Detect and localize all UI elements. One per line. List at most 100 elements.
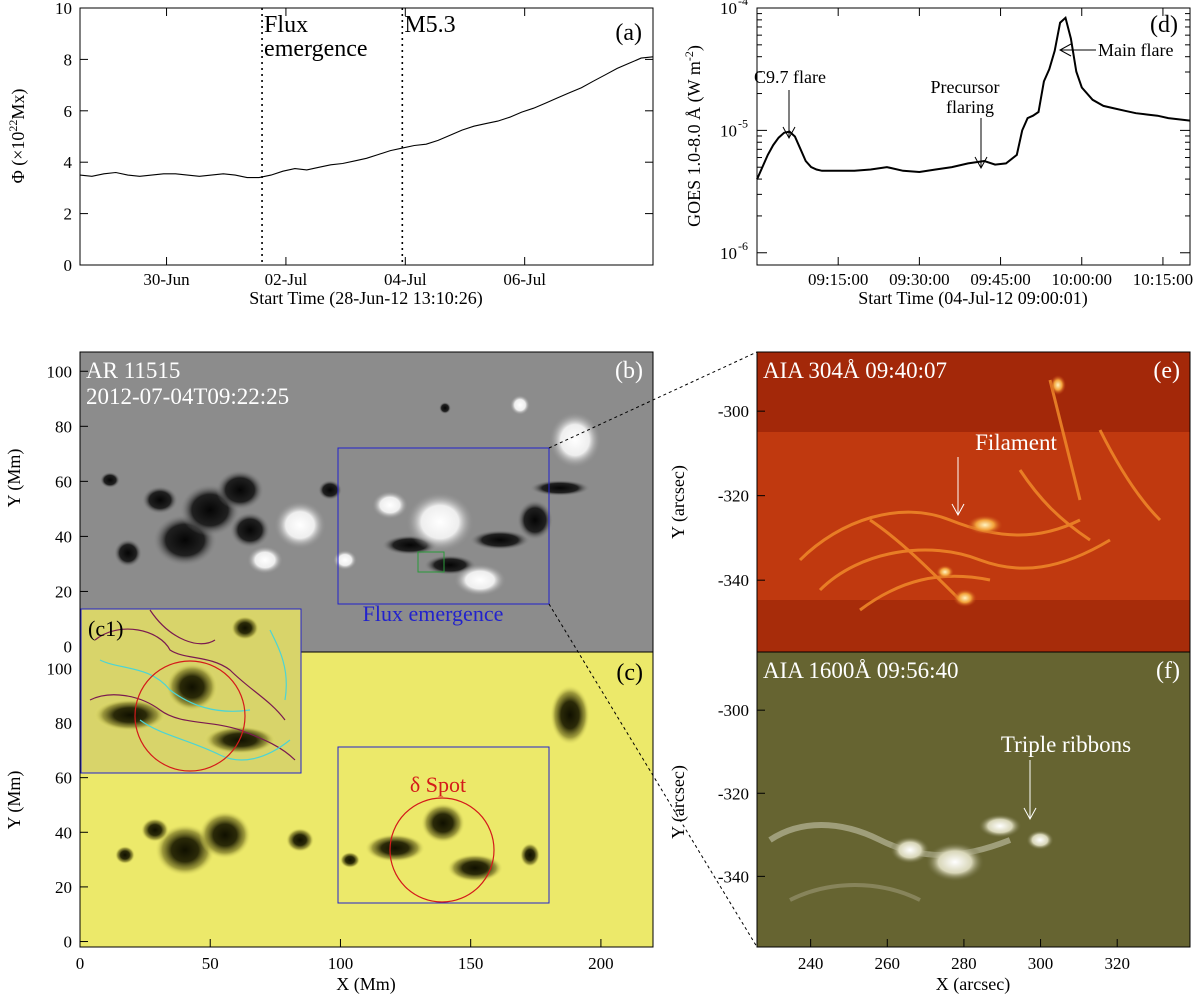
aia1600-background <box>757 652 1190 947</box>
panel-e-aia304: AIA 304Å 09:40:07 (e) Filament -300 -320 -… <box>668 351 1191 653</box>
delta-spot-label: δ Spot <box>410 772 466 797</box>
panel-d-frame <box>756 7 1191 266</box>
panel-f-ylabel: Y (arcsec) <box>668 765 689 839</box>
arrow-c97-flare <box>782 90 796 140</box>
annotation-precursor-line1: Precursor <box>931 77 1000 97</box>
flux-series-line <box>79 56 654 179</box>
panel-d-xlabel: Start Time (04-Jul-12 09:00:01) <box>858 288 1088 309</box>
panel-f-label: (f) <box>1156 658 1180 684</box>
panel-d-ylabel-end: ) <box>684 45 705 51</box>
small-green-box <box>417 551 445 573</box>
panel-a-xtick-label: 02-Jul <box>265 270 308 289</box>
panel-e-ytick-label: -320 <box>718 487 749 506</box>
panel-a-label: (a) <box>615 20 642 46</box>
panel-d-xtick-label: 09:30:00 <box>889 270 949 289</box>
panel-a-ytick-label: 8 <box>64 50 73 69</box>
goes-series-line <box>756 15 1191 180</box>
arrow-main-flare <box>1058 43 1096 57</box>
panel-b-ytick-label: 40 <box>55 527 72 546</box>
panel-c-ytick-label: 40 <box>55 823 72 842</box>
panel-c-ylabel: Y (Mm) <box>4 771 25 830</box>
panel-b-magnetogram: Flux emergence AR 11515 2012-07-04T09:22… <box>4 351 654 656</box>
annotation-c97-flare: C9.7 flare <box>754 67 826 87</box>
panel-f-frame <box>756 651 1191 948</box>
delta-spot-circle <box>389 797 495 903</box>
annotation-main-flare: Main flare <box>1098 40 1173 60</box>
panel-d-xtick-label: 10:15:00 <box>1133 270 1193 289</box>
panel-f-title: AIA 1600Å 09:56:40 <box>763 658 959 683</box>
panel-d-ylabel: GOES 1.0-8.0 Å (W m-2) <box>682 45 705 227</box>
panel-b-ytick-label: 80 <box>55 417 72 436</box>
panel-a-ytick-label: 10 <box>55 0 72 18</box>
flux-emergence-box <box>337 447 550 605</box>
panel-b-title-time: 2012-07-04T09:22:25 <box>86 384 289 409</box>
inset-c1-circle <box>134 660 246 772</box>
annotation-precursor-line2: flaring <box>946 97 994 117</box>
panel-a-ytick-label: 0 <box>64 256 73 275</box>
panel-c-label: (c) <box>616 660 643 686</box>
panel-d-ytick-label: 10 <box>720 0 737 18</box>
panel-b-label: (b) <box>615 358 643 384</box>
panel-f-xtick-label: 260 <box>875 954 901 973</box>
event-marker-label: Flux <box>264 12 308 38</box>
panel-f-xtick-label: 280 <box>951 954 977 973</box>
panel-c-ytick-label: 60 <box>55 769 72 788</box>
panel-e-title: AIA 304Å 09:40:07 <box>763 358 947 383</box>
panel-c-xtick-label: 50 <box>202 954 219 973</box>
connector-line-top <box>548 351 758 449</box>
panel-d-xtick-label: 10:00:00 <box>1052 270 1112 289</box>
panel-b-ylabel: Y (Mm) <box>4 449 25 508</box>
aia1600-ribbons <box>768 814 1054 902</box>
panel-c-frame <box>79 651 654 948</box>
inset-c1-label: (c1) <box>88 616 123 641</box>
panel-c-ytick-label: 20 <box>55 878 72 897</box>
panel-c-xtick-label: 0 <box>76 954 85 973</box>
positive-polarity-regions <box>247 395 601 596</box>
sunspot-regions <box>115 685 590 882</box>
panel-a-xtick-label: 06-Jul <box>503 270 546 289</box>
filament-arrow <box>951 457 965 517</box>
panel-f-ytick-label: -340 <box>718 867 749 886</box>
triple-ribbons-arrow <box>1023 760 1037 821</box>
panel-c-ytick-label: 80 <box>55 714 72 733</box>
inset-c1-frame <box>80 608 302 774</box>
panel-f-xtick-label: 240 <box>798 954 824 973</box>
aia304-loops <box>798 379 1162 612</box>
panel-f-xlabel: X (arcsec) <box>936 974 1010 995</box>
event-marker-label: M5.3 <box>404 12 455 38</box>
arrow-precursor <box>974 118 988 170</box>
delta-spot-box <box>337 746 550 904</box>
flux-emergence-label: Flux emergence <box>363 601 504 626</box>
panel-a-ytick-label: 2 <box>64 205 73 224</box>
panel-a-ytick-label: 4 <box>64 153 73 172</box>
panel-a-frame <box>79 7 654 266</box>
panel-e-ylabel: Y (arcsec) <box>668 465 689 539</box>
panel-c-continuum: δ Spot (c) 0 20 40 60 80 100 0 50 100 150 200 Y (… <box>4 651 654 995</box>
panel-d-xtick-label: 09:15:00 <box>808 270 868 289</box>
panel-d-ytick-label: 10 <box>720 121 737 140</box>
panel-a-ylabel-main: Φ (×10 <box>8 132 29 184</box>
panel-d-goes-chart: 10-610-510-4 09:15:00 09:30:00 09:45:00 10:… <box>682 0 1193 309</box>
filament-label: Filament <box>975 430 1057 455</box>
panel-f-ytick-label: -300 <box>718 701 749 720</box>
panel-a-ylabel-unit: Mx) <box>8 89 29 120</box>
panel-f-xtick-label: 300 <box>1028 954 1054 973</box>
panel-d-ytick-exponent: -4 <box>738 0 748 8</box>
panel-c-xtick-label: 150 <box>458 954 484 973</box>
panel-b-ytick-label: 100 <box>47 362 73 381</box>
panel-a-xlabel: Start Time (28-Jun-12 13:10:26) <box>249 288 483 309</box>
panel-f-xtick-label: 320 <box>1104 954 1130 973</box>
panel-b-ytick-label: 0 <box>64 637 73 656</box>
panel-c-xlabel: X (Mm) <box>336 974 396 995</box>
panel-e-ytick-label: -340 <box>718 571 749 590</box>
panel-a-xtick-label: 04-Jul <box>384 270 427 289</box>
panel-a-ytick-label: 6 <box>64 102 73 121</box>
panel-d-ylabel-main: GOES 1.0-8.0 Å (W m <box>684 61 705 227</box>
panel-e-ytick-label: -300 <box>718 402 749 421</box>
panel-d-ytick-exponent: -5 <box>738 116 748 130</box>
panel-d-ytick-exponent: -6 <box>738 239 748 253</box>
panel-c-xtick-label: 100 <box>328 954 354 973</box>
panel-b-ytick-label: 60 <box>55 472 72 491</box>
panel-b-ytick-label: 20 <box>55 582 72 601</box>
